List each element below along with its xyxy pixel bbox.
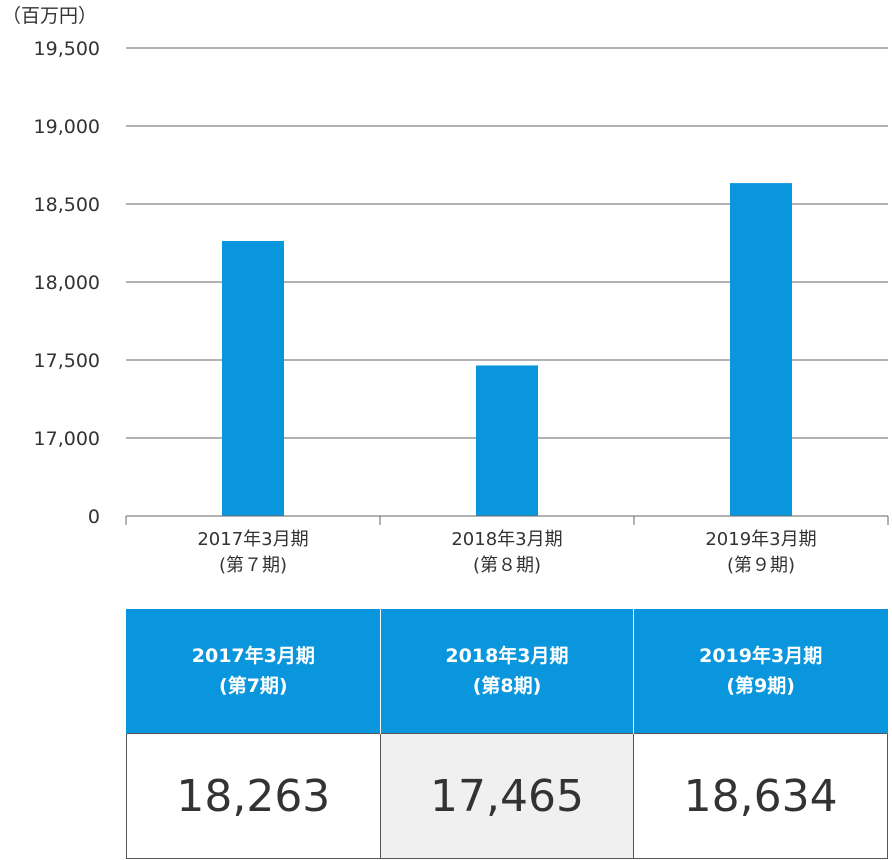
y-tick-label: 19,000	[34, 116, 100, 138]
table-header-2019: 2019年3月期 (第9期)	[633, 609, 888, 734]
header-term: (第9期)	[726, 675, 795, 697]
bar	[476, 365, 538, 516]
x-category-label: 2017年3月期	[197, 529, 308, 550]
x-category-label: (第８期)	[473, 555, 541, 576]
table-value-row: 18,263 17,465 18,634	[126, 733, 888, 859]
x-category-label: (第７期)	[219, 555, 287, 576]
y-tick-label: 19,500	[34, 38, 100, 60]
table-header-2018: 2018年3月期 (第8期)	[379, 609, 635, 734]
header-term: (第7期)	[219, 675, 288, 697]
y-tick-label: 17,000	[34, 428, 100, 450]
x-axis: 2017年3月期 (第７期) 2018年3月期 (第８期) 2019年3月期 (第９期)	[125, 515, 889, 576]
table-value-2019: 18,634	[633, 733, 888, 859]
header-term: (第8期)	[472, 675, 542, 697]
y-tick-label: 17,500	[34, 350, 100, 372]
unit-label: （百万円）	[2, 5, 97, 27]
header-period: 2018年3月期	[445, 645, 569, 667]
x-category-label: 2018年3月期	[451, 529, 562, 550]
header-period: 2017年3月期	[191, 645, 315, 667]
table-header-row: 2017年3月期 (第7期) 2018年3月期 (第8期) 2019年3月期 (…	[126, 609, 888, 734]
bar	[730, 183, 792, 516]
data-table: 2017年3月期 (第7期) 2018年3月期 (第8期) 2019年3月期 (…	[126, 609, 888, 859]
bars	[222, 183, 792, 517]
table-header-2017: 2017年3月期 (第7期)	[126, 609, 381, 734]
y-tick-label: 0	[88, 506, 100, 528]
y-axis-ticks: 0 17,000 17,500 18,000 18,500 19,000 19,500	[34, 38, 100, 528]
header-period: 2019年3月期	[699, 645, 823, 667]
x-category-label: 2019年3月期	[705, 529, 816, 550]
bar-chart: （百万円） 0 17,000 17,500 18,000 18,500 19,000 19,…	[2, 5, 889, 576]
y-tick-label: 18,000	[34, 272, 100, 294]
table-value-2018: 17,465	[379, 733, 635, 859]
bar	[222, 240, 284, 517]
y-tick-label: 18,500	[34, 194, 100, 216]
x-category-label: (第９期)	[727, 555, 795, 576]
table-value-2017: 18,263	[126, 733, 381, 859]
